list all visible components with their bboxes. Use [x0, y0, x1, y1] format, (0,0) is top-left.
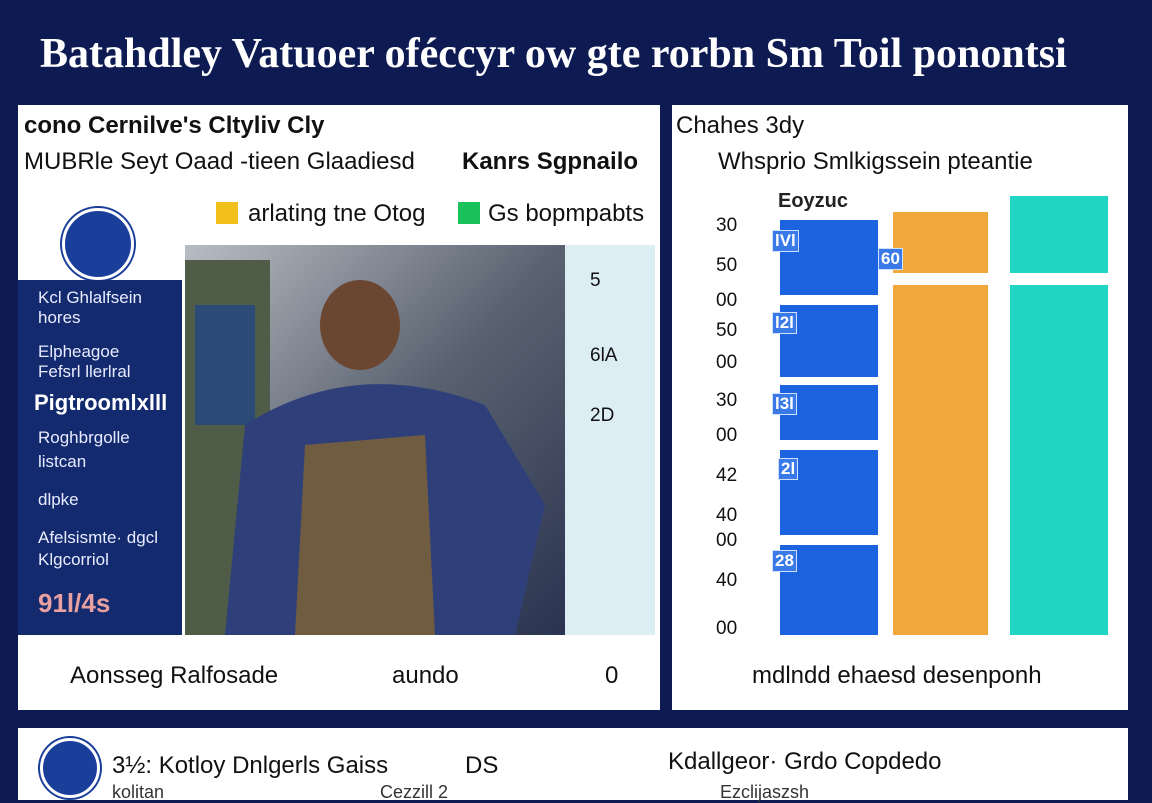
- axis-label: 40: [716, 570, 738, 591]
- bottom-sub: kolitan: [112, 782, 165, 802]
- sidebar-text: hores: [38, 308, 81, 327]
- strip-value: 2D: [590, 405, 615, 426]
- panel-heading: cono Cernilve's Cltyliv Cly: [24, 112, 325, 139]
- legend-swatch: [216, 202, 238, 224]
- sidebar-text: Pigtroomlxlll: [34, 390, 168, 415]
- sidebar-text: listcan: [38, 452, 87, 471]
- sidebar-text: Roghbrgolle: [38, 428, 130, 447]
- panel-subheading: MUBRle Seyt Oaad -tieen Glaadiesd: [24, 148, 415, 175]
- legend-label: Eoyzuc: [778, 190, 849, 212]
- block-label: 28: [772, 550, 797, 572]
- axis-label: 50: [716, 320, 738, 341]
- page-title: Batahdley Vatuoer oféccyr ow gte rorbn S…: [40, 31, 1067, 77]
- legend-swatch: [458, 202, 480, 224]
- club-badge: [40, 738, 100, 798]
- sidebar-text: Klgcorriol: [38, 550, 109, 569]
- panel-footer: mdlndd ehaesd desenponh: [752, 662, 1042, 689]
- bottom-label: Kdallgeor· Grdo Copdedo: [668, 748, 942, 775]
- axis-label: 40: [716, 505, 738, 526]
- sidebar-text: Kcl Ghlalfsein: [38, 288, 142, 307]
- club-badge: [62, 208, 134, 280]
- axis-label: 30: [716, 390, 738, 411]
- block: [893, 285, 988, 635]
- photo: [185, 245, 565, 635]
- axis-label: 50: [716, 255, 738, 276]
- bottom-sub: Cezzill 2: [380, 782, 449, 802]
- bottom-label: 3½: Kotloy Dnlgerls Gaiss: [112, 752, 389, 779]
- axis-label: 00: [716, 618, 738, 639]
- panel-heading: Chahes 3dy: [676, 112, 805, 139]
- panel-footer: aundo: [392, 662, 459, 689]
- strip-value: 6lA: [590, 345, 618, 366]
- axis-label: 00: [716, 425, 738, 446]
- block-label: l2l: [772, 312, 797, 334]
- sidebar-text: dlpke: [38, 490, 79, 509]
- panel-footer: 0: [605, 662, 619, 689]
- axis-label: 30: [716, 215, 738, 236]
- sidebar-text: Elpheagoe: [38, 342, 120, 361]
- panel-side-heading: Kanrs Sgpnailo: [462, 148, 639, 175]
- axis-label: 00: [716, 530, 738, 551]
- panel-subheading: Whsprio Smlkigssein pteantie: [718, 148, 1033, 175]
- axis-label: 42: [716, 465, 738, 486]
- block-label: 60: [878, 248, 903, 270]
- sidebar: [18, 280, 182, 635]
- axis-label: 00: [716, 290, 738, 311]
- block: [1010, 285, 1108, 635]
- sidebar-text: Fefsrl llerlral: [38, 362, 131, 381]
- bottom-panel: [18, 728, 1128, 800]
- block-label: 2l: [778, 458, 799, 480]
- block-label: lVl: [772, 230, 799, 252]
- sidebar-text: Afelsismte· dgcl: [38, 528, 158, 547]
- bottom-code: DS: [465, 752, 499, 779]
- legend-label: arlating tne Otog: [248, 200, 426, 227]
- bottom-sub: Ezclijaszsh: [720, 782, 810, 802]
- legend-label: Gs bopmpabts: [488, 200, 645, 227]
- strip-value: 5: [590, 270, 601, 291]
- sidebar-text: 91l/4s: [38, 588, 111, 618]
- block: [1010, 196, 1108, 273]
- stat-strip: [565, 245, 655, 635]
- panel-footer: Aonsseg Ralfosade: [70, 662, 279, 689]
- block-label: l3l: [772, 393, 797, 415]
- axis-label: 00: [716, 352, 738, 373]
- block: [893, 212, 988, 273]
